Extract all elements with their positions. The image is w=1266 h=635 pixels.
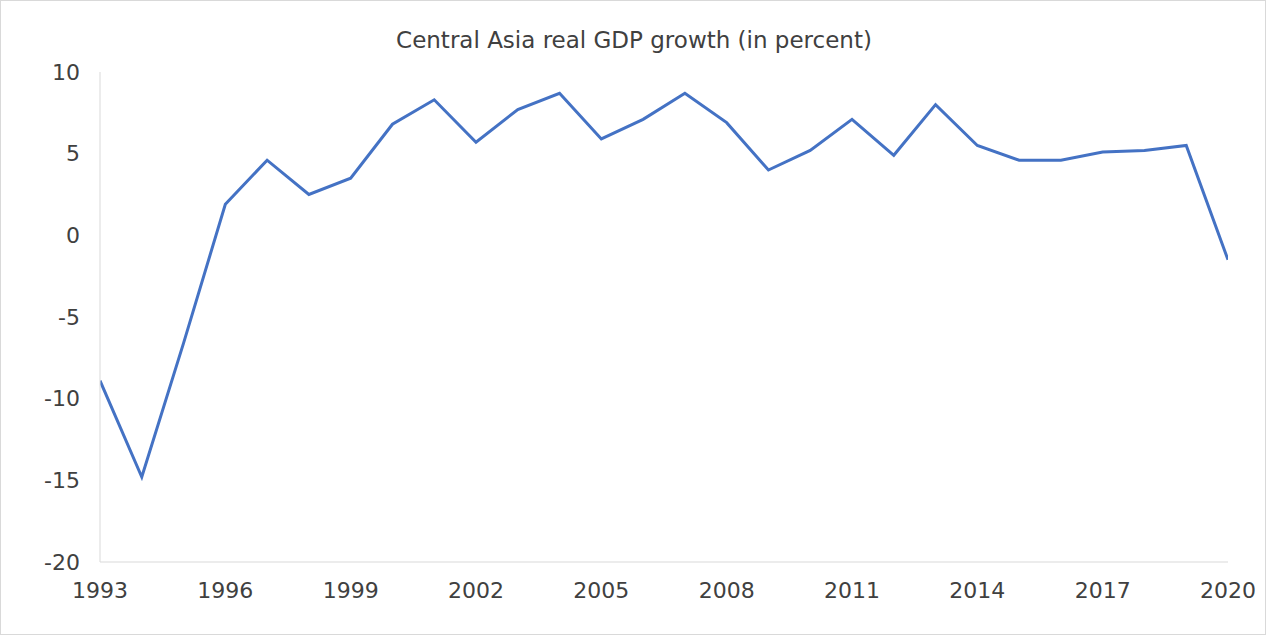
svg-text:5: 5 (66, 141, 80, 166)
svg-text:2008: 2008 (699, 578, 755, 603)
svg-text:2005: 2005 (573, 578, 629, 603)
svg-text:1993: 1993 (72, 578, 128, 603)
svg-text:1996: 1996 (197, 578, 253, 603)
svg-text:-15: -15 (44, 468, 80, 493)
svg-text:0: 0 (66, 223, 80, 248)
svg-text:1999: 1999 (323, 578, 379, 603)
svg-text:-20: -20 (44, 550, 80, 575)
svg-text:10: 10 (52, 60, 80, 85)
svg-text:2011: 2011 (824, 578, 880, 603)
html-text:Central Asia real GDP growth (: Central Asia real GDP growth (in percent… (396, 27, 872, 53)
svg-text:2020: 2020 (1200, 578, 1256, 603)
svg-text:2014: 2014 (949, 578, 1005, 603)
svg-text:2017: 2017 (1075, 578, 1131, 603)
svg-text:-10: -10 (44, 386, 80, 411)
svg-text:2002: 2002 (448, 578, 504, 603)
svg-text:-5: -5 (58, 305, 80, 330)
